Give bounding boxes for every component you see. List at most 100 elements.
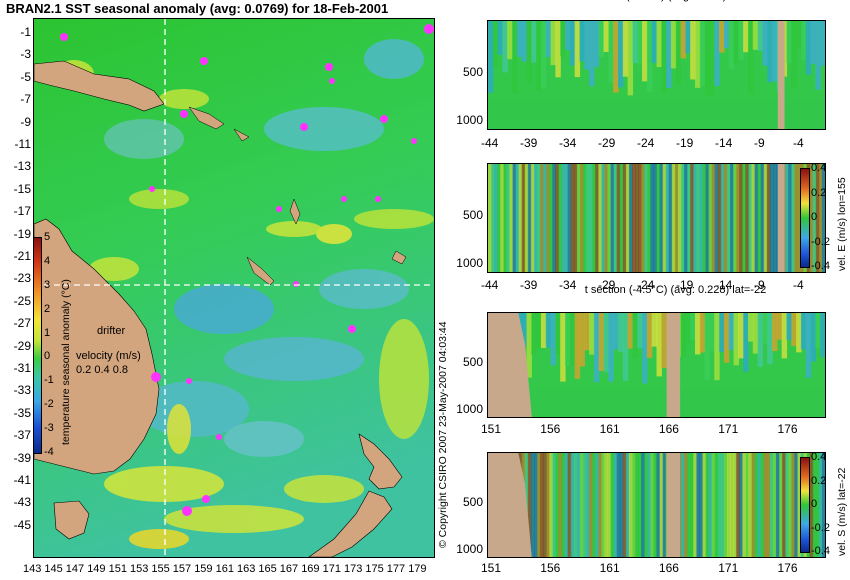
lon-tick-label: 177 [386,563,406,575]
lon-tick-label: 147 [65,563,85,575]
lat-tick-label: -33 [13,383,31,398]
lon-tick-label: 145 [44,563,63,575]
lat-tick-label: -35 [13,405,31,420]
lat-tick-label: -25 [13,293,31,308]
section-x-tick-label: 161 [599,422,620,436]
section-y-tick-label: 500 [462,494,483,509]
lon-tick-label: 169 [301,563,320,575]
section-x-tick-label: 156 [540,422,561,436]
warm-anomaly-patches [54,60,434,549]
section-panel-title: t section (-4.5°C) (avg: 0.629) lon=155 [527,0,824,2]
lon-tick-label: 175 [365,563,384,575]
lat-tick-label: -23 [13,271,31,286]
section-y-tick-label: 1000 [456,256,483,271]
vanuatu-islands [289,198,301,225]
section-x-tick-label: -34 [559,278,577,292]
velocity-section-panel[interactable] [487,452,826,558]
section-x-tick-label: 151 [481,561,502,575]
lon-tick-label: 165 [258,563,277,575]
section-land [488,453,681,557]
velocity-colorbar [800,168,810,268]
lat-tick-label: -9 [20,114,31,129]
section-x-tick-label: 156 [540,561,561,575]
lat-tick-label: -17 [13,204,31,219]
new-guinea-land [34,60,165,112]
solomon-islands [188,106,250,142]
colorbar-tick-label: 2 [44,302,51,315]
lat-tick-label: -3 [20,47,31,62]
colorbar-tick-label: 0 [44,350,51,363]
sst-anomaly-map[interactable] [33,18,435,558]
velocity-section-panel[interactable] [487,163,826,273]
section-x-tick-label: -9 [754,136,765,150]
lon-tick-label: 151 [108,563,127,575]
lon-tick-label: 179 [408,563,427,575]
lat-tick-label: -29 [13,338,31,353]
colorbar-tick-label: -3 [44,422,54,435]
temperature-section-panel[interactable] [487,20,826,130]
section-x-tick-label: -44 [481,136,499,150]
velocity-colorbar-tick-label: 0.4 [811,162,827,174]
section-x-tick-label: 171 [718,561,739,575]
colorbar-tick-label: -2 [44,398,54,411]
section-x-tick-label: -14 [715,278,733,292]
lat-tick-label: -19 [13,226,31,241]
new-caledonia [246,256,275,286]
cool-anomaly-patches [104,39,424,457]
colorbar-tick-label: -4 [44,446,54,458]
section-x-tick-label: 176 [777,561,798,575]
velocity-colorbar-tick-label: -0.4 [811,260,830,272]
colorbar-tick-label: 5 [44,231,51,243]
lat-tick-label: -7 [20,92,31,107]
section-land [488,313,681,417]
section-land [777,164,785,272]
section-x-tick-label: -14 [715,136,733,150]
colorbar-tick-label: -1 [44,374,54,387]
temperature-section-panel[interactable] [487,312,826,418]
lon-tick-label: 171 [322,563,341,575]
lat-tick-label: -43 [13,495,31,510]
drifter-markers [60,24,434,516]
lon-tick-label: 149 [87,563,106,575]
velocity-colorbar-tick-label: 0.2 [811,474,827,487]
colorbar-tick-label: 3 [44,278,51,291]
legend-velocity-title: velocity (m/s) [76,350,141,362]
velocity-colorbar-tick-label: 0.4 [811,451,827,463]
section-x-tick-label: -39 [520,136,538,150]
section-x-tick-label: -34 [559,136,577,150]
lon-tick-label: 143 [23,563,42,575]
velocity-colorbar-tick-label: 0 [811,211,818,223]
section-y-tick-label: 500 [462,207,483,222]
lon-tick-label: 161 [215,563,234,575]
colorbar-tick-label: 1 [44,326,51,339]
lat-tick-label: -5 [20,69,31,84]
section-x-tick-label: -24 [637,278,655,292]
velocity-colorbar-tick-label: -0.2 [811,235,830,248]
lat-tick-label: -13 [13,159,31,174]
lat-tick-label: -31 [13,361,31,375]
velocity-colorbar-tick-label: -0.4 [811,545,830,557]
legend-velocity-scale: 0.2 0.4 0.8 [76,364,128,376]
lat-tick-label: -27 [13,316,31,331]
copyright-label: © Copyright CSIRO 2007 23-May-2007 04:03… [437,321,449,548]
lon-tick-label: 157 [172,563,192,575]
section-x-tick-label: 171 [718,422,739,436]
tasmania-land [53,500,90,540]
legend-drifter: drifter [97,325,126,337]
section-x-tick-label: -19 [676,136,694,150]
velocity-colorbar [800,457,810,553]
section-x-tick-label: 151 [481,422,502,436]
section-x-tick-label: -9 [754,278,765,292]
new-zealand-land [308,433,403,557]
lon-tick-label: 153 [130,563,149,575]
section-y-tick-label: 1000 [456,541,483,556]
map-colorbar [33,237,42,454]
lon-tick-label: 155 [151,563,170,575]
velocity-colorbar-tick-label: -0.2 [811,521,830,534]
lon-tick-label: 163 [237,563,256,575]
section-x-tick-label: -39 [520,278,538,292]
map-colorbar-label: temperature seasonal anomaly (°C) [60,279,72,445]
section-panel-title: t section (-4.5°C) (avg: 0.228) lat=-22 [584,284,767,296]
velocity-colorbar-label: vel. S (m/s) lat=-22 [836,467,848,556]
section-x-tick-label: -4 [793,278,804,292]
